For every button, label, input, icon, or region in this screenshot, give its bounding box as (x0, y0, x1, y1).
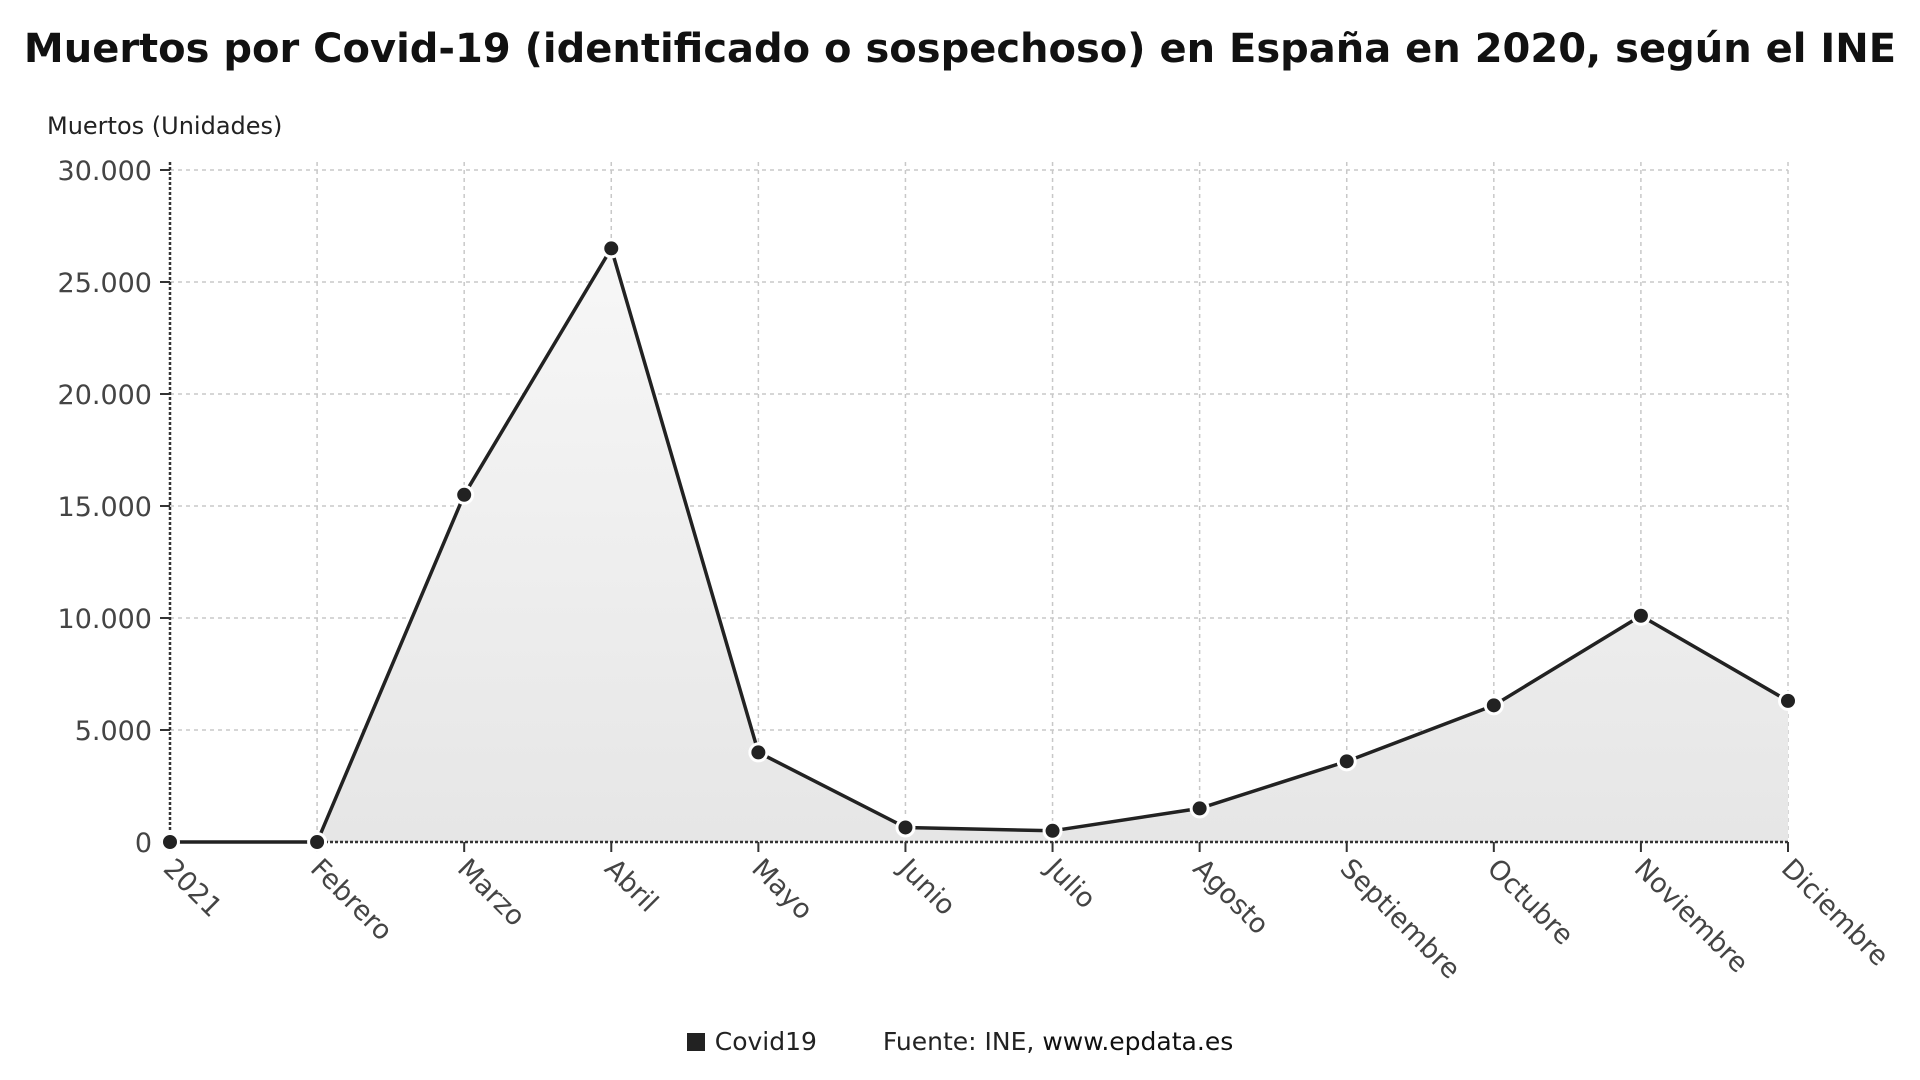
x-tick-label: Febrero (304, 853, 398, 947)
y-axis-title: Muertos (Unidades) (47, 112, 283, 140)
y-tick-label: 5.000 (75, 716, 152, 747)
data-point-julio[interactable] (1042, 820, 1063, 841)
data-point-marzo[interactable] (454, 484, 475, 505)
data-point-octubre[interactable] (1483, 695, 1504, 716)
y-tick-label: 0 (135, 828, 152, 859)
data-point-noviembre[interactable] (1630, 605, 1651, 626)
x-tick-label: Diciembre (1775, 853, 1894, 972)
y-tick-labels: 0 5.000 10.000 15.000 20.000 25.000 30.000 (58, 156, 152, 859)
data-point-abril[interactable] (601, 238, 622, 259)
data-point-septiembre[interactable] (1336, 751, 1357, 772)
y-tick-label: 30.000 (58, 156, 152, 187)
source-prefix: Fuente: INE, (882, 1027, 1035, 1056)
y-tick-label: 20.000 (58, 380, 152, 411)
marker-layer (160, 238, 1798, 852)
data-point-diciembre[interactable] (1778, 690, 1798, 711)
x-tick-labels: 2021 Febrero Marzo Abril Mayo Junio Julio Agost… (157, 852, 1894, 986)
x-tick-label: Marzo (451, 853, 531, 933)
x-tick-label: Noviembre (1628, 853, 1754, 979)
data-point-junio[interactable] (895, 817, 916, 838)
data-point-mayo[interactable] (748, 742, 769, 763)
x-tick-label: Julio (1038, 852, 1101, 915)
legend-label: Covid19 (714, 1027, 817, 1056)
y-tick-label: 15.000 (58, 492, 152, 523)
chart-footer: Covid19 Fuente: INE, www.epdata.es (0, 1027, 1920, 1056)
y-tick-label: 10.000 (58, 604, 152, 635)
data-point-febrero[interactable] (307, 832, 328, 852)
area-layer (170, 248, 1788, 842)
x-tick-label: Septiembre (1334, 853, 1466, 985)
x-tick-label: Mayo (745, 853, 818, 926)
legend-item[interactable]: Covid19 (686, 1027, 817, 1056)
chart-title: Muertos por Covid-19 (identificado o sos… (23, 26, 1897, 72)
x-tick-label: Abril (598, 853, 664, 919)
source-site: www.epdata.es (1042, 1027, 1234, 1056)
legend-swatch-icon (686, 1033, 705, 1051)
x-tick-label: Agosto (1187, 853, 1275, 941)
x-tick-label: Junio (891, 852, 961, 922)
series-area-covid19 (170, 248, 1788, 842)
x-tick-label: 2021 (157, 853, 228, 924)
line-layer (170, 246, 1789, 844)
grid-layer (170, 162, 1789, 842)
series-line-covid19 (170, 246, 1789, 844)
source-note: Fuente: INE, www.epdata.es (883, 1027, 1233, 1056)
data-point-agosto[interactable] (1189, 798, 1210, 819)
data-point-2021[interactable] (160, 832, 180, 852)
y-tick-label: 25.000 (58, 268, 152, 299)
x-tick-label: Octubre (1481, 853, 1579, 951)
